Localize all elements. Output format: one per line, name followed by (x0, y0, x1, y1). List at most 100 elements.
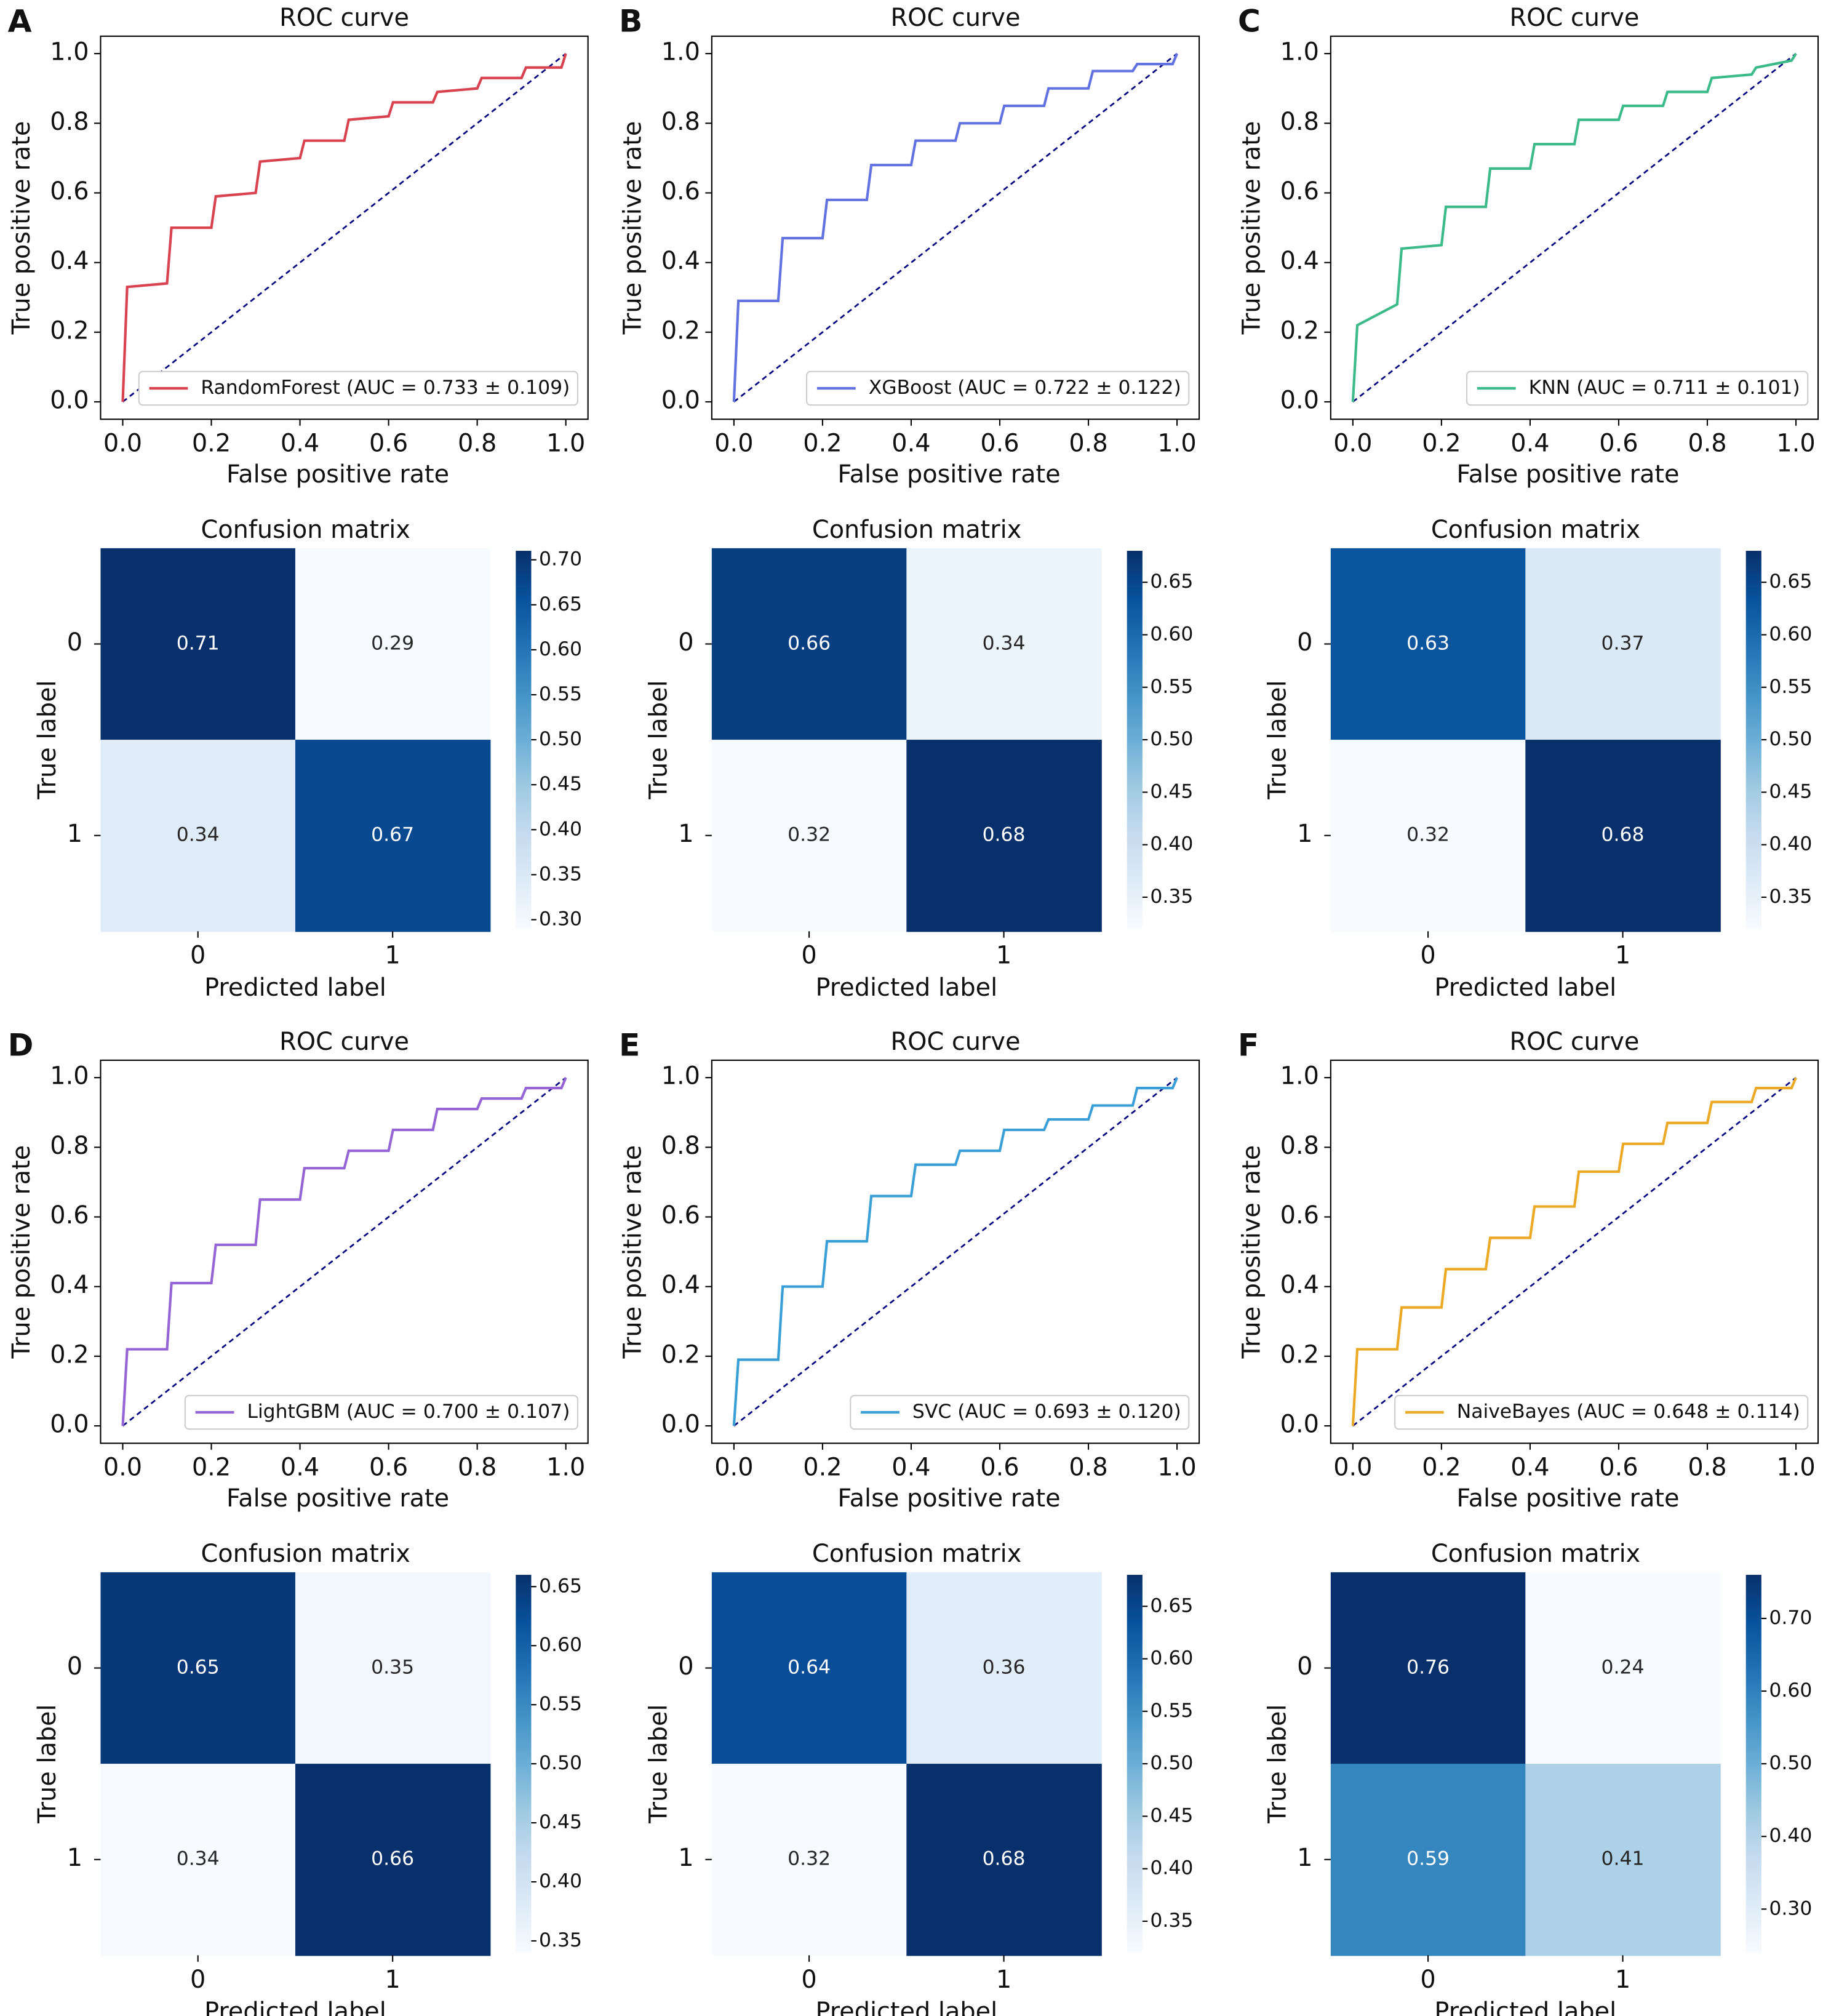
y-tick-label: 0 (678, 628, 693, 657)
axes-frame (1330, 1059, 1819, 1444)
x-tick-label: 0.8 (1688, 430, 1726, 458)
heatmap-cell (711, 548, 908, 741)
roc-curve (732, 53, 1178, 402)
heatmap-cell (1525, 740, 1721, 932)
y-tick-label: 0.2 (661, 316, 700, 345)
cell-label: 0.34 (983, 632, 1026, 654)
x-tick-label: 1.0 (1157, 1454, 1196, 1482)
colorbar-tick-label: 0.60 (539, 1634, 582, 1656)
y-tick-label: 0.4 (661, 247, 700, 275)
heatmap-cell (1330, 740, 1526, 932)
x-tick-label: 0.8 (1069, 1454, 1107, 1482)
colorbar (1745, 1575, 1761, 1953)
y-tick-label: 0.6 (1280, 1201, 1319, 1230)
y-tick-label: 0.4 (661, 1271, 700, 1299)
reference-line (733, 1077, 1178, 1427)
y-axis-label: True label (33, 680, 62, 799)
cell-label: 0.64 (788, 1657, 831, 1679)
x-axis-label: Predicted label (1434, 1998, 1616, 2016)
y-tick-label: 0.8 (661, 1132, 700, 1160)
colorbar (516, 1575, 532, 1953)
cell-label: 0.59 (1406, 1848, 1450, 1870)
legend: RandomForest (AUC = 0.733 ± 0.109) (138, 370, 578, 406)
legend-box (806, 370, 1190, 406)
y-tick-label: 1.0 (661, 1062, 700, 1090)
colorbar-tick-label: 0.35 (539, 863, 582, 885)
roc-panel: F ROC curve 0.0 0.2 0.4 0.6 0.8 1.0 0.0 0.2 0.4 0.6… (1238, 1026, 1819, 1513)
cell-label: 0.71 (177, 632, 220, 654)
y-axis-label: True label (33, 1704, 62, 1823)
legend-box (138, 370, 578, 406)
y-tick-label: 0.2 (1280, 316, 1319, 345)
x-tick-label: 0.0 (1333, 1454, 1372, 1482)
x-tick-label: 0.2 (192, 430, 231, 458)
colorbar-tick-label: 0.65 (539, 1575, 582, 1597)
x-tick-label: 0.0 (103, 430, 142, 458)
colorbar-tick-label: 0.40 (1769, 833, 1812, 855)
colorbar-tick-label: 0.55 (1150, 676, 1193, 698)
cell-label: 0.29 (371, 632, 414, 654)
cell-label: 0.35 (371, 1657, 414, 1679)
x-tick-label: 0.6 (369, 430, 408, 458)
heatmap-cell (100, 1572, 296, 1765)
x-tick-label: 0.0 (103, 1454, 142, 1482)
x-axis-label: False positive rate (226, 1484, 449, 1513)
y-tick-label: 0.6 (50, 177, 89, 206)
colorbar-tick-label: 0.60 (539, 638, 582, 660)
confusion-panel: Confusion matrix 0.64 0.36 0.32 0.68 0 1 0 1 Pred… (645, 1540, 1194, 2016)
colorbar-tick-label: 0.55 (539, 1693, 582, 1715)
colorbar-tick-label: 0.45 (539, 773, 582, 795)
y-tick-label: 0.2 (661, 1340, 700, 1369)
y-axis-label: True label (645, 1704, 673, 1823)
colorbar-tick-label: 0.50 (1150, 1752, 1193, 1774)
cell-label: 0.68 (983, 1848, 1026, 1870)
x-tick-label: 0 (1420, 942, 1435, 970)
y-tick-label: 1.0 (1280, 1062, 1319, 1090)
y-tick-label: 0 (1297, 1652, 1312, 1681)
x-tick-label: 0.8 (458, 1454, 497, 1482)
x-tick-label: 1.0 (546, 1454, 585, 1482)
cell-label: 0.67 (371, 824, 414, 846)
y-tick-label: 0.4 (1280, 1271, 1319, 1299)
x-tick-label: 0.0 (714, 430, 753, 458)
roc-curve (1351, 1077, 1797, 1426)
cell-label: 0.68 (983, 824, 1026, 846)
colorbar-tick-label: 0.45 (539, 1811, 582, 1833)
x-tick-label: 0.4 (281, 430, 319, 458)
legend: KNN (AUC = 0.711 ± 0.101) (1466, 370, 1809, 406)
heatmap-cell (711, 1764, 908, 1956)
legend-label: LightGBM (AUC = 0.700 ± 0.107) (247, 1401, 570, 1423)
x-tick-label: 0 (190, 1966, 205, 1994)
x-tick-label: 0 (801, 1966, 816, 1994)
reference-line (1352, 1077, 1797, 1427)
y-axis-label: True label (1264, 680, 1292, 799)
heatmap-cell (100, 1764, 296, 1956)
colorbar-tick-label: 0.30 (1769, 1897, 1812, 1919)
panel-label: D (8, 1026, 34, 1063)
y-tick-label: 0.6 (50, 1201, 89, 1230)
y-tick-label: 1 (67, 1844, 82, 1872)
x-axis-label: Predicted label (1434, 974, 1616, 1002)
x-axis-label: Predicted label (815, 974, 997, 1002)
colorbar (1127, 1575, 1143, 1953)
x-axis-label: Predicted label (204, 974, 386, 1002)
heatmap-cell (1525, 1572, 1721, 1765)
axes-frame (711, 35, 1200, 420)
y-tick-label: 1 (1297, 820, 1312, 848)
cell-label: 0.66 (371, 1848, 414, 1870)
roc-panel: D ROC curve 0.0 0.2 0.4 0.6 0.8 1.0 0.0 0.2 0.4 0.6… (7, 1026, 589, 1513)
cell-label: 0.65 (177, 1657, 220, 1679)
x-tick-label: 0.0 (714, 1454, 753, 1482)
cell-label: 0.32 (788, 1848, 831, 1870)
colorbar (516, 551, 532, 929)
chart-title: ROC curve (891, 1028, 1021, 1056)
y-tick-label: 0.8 (1280, 1132, 1319, 1160)
roc-curve (1351, 53, 1797, 402)
colorbar-tick-label: 0.40 (1150, 1857, 1193, 1879)
chart-title: Confusion matrix (201, 516, 410, 544)
colorbar-tick-label: 0.50 (1769, 728, 1812, 750)
y-tick-label: 1.0 (1280, 38, 1319, 66)
x-tick-label: 0 (801, 942, 816, 970)
